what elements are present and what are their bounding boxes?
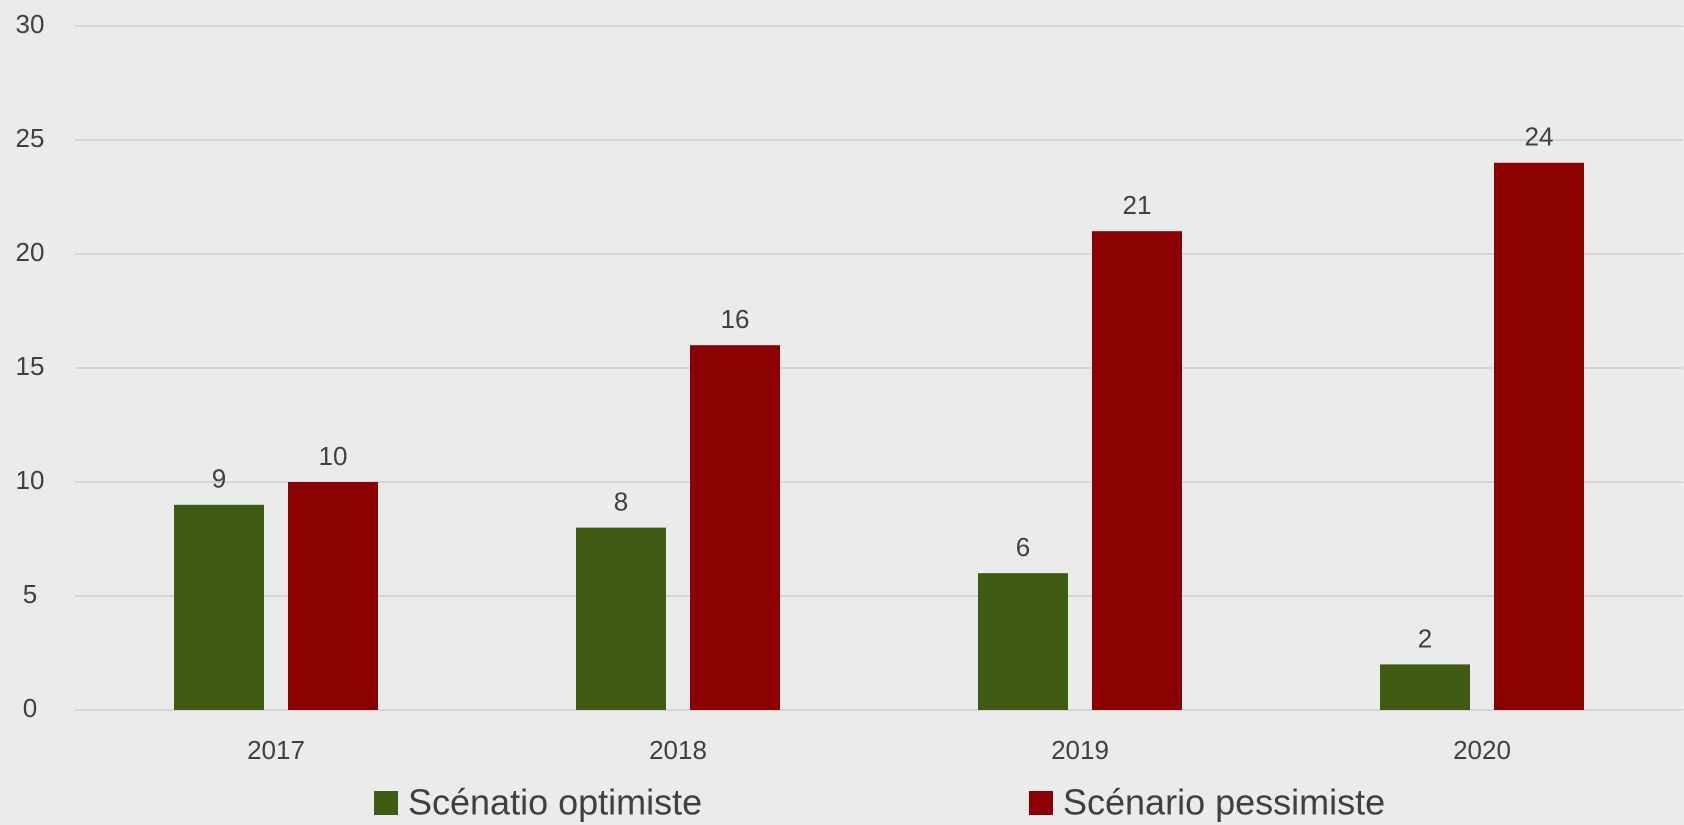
bar bbox=[1092, 231, 1182, 710]
y-tick-label: 25 bbox=[16, 123, 45, 153]
data-label: 21 bbox=[1123, 190, 1152, 220]
legend-swatch bbox=[374, 791, 398, 815]
legend-label: Scénatio optimiste bbox=[408, 782, 702, 823]
y-tick-label: 20 bbox=[16, 237, 45, 267]
x-tick-label: 2017 bbox=[247, 735, 305, 765]
bar bbox=[174, 504, 264, 710]
data-label: 2 bbox=[1418, 623, 1432, 653]
data-label: 16 bbox=[721, 304, 750, 334]
y-tick-label: 5 bbox=[23, 579, 37, 609]
bar bbox=[978, 573, 1068, 710]
bar bbox=[576, 527, 666, 710]
y-tick-label: 15 bbox=[16, 351, 45, 381]
data-label: 9 bbox=[212, 464, 226, 494]
x-tick-label: 2020 bbox=[1453, 735, 1511, 765]
x-tick-label: 2018 bbox=[649, 735, 707, 765]
bar bbox=[288, 482, 378, 710]
data-label: 10 bbox=[319, 441, 348, 471]
data-label: 8 bbox=[614, 486, 628, 516]
data-label: 6 bbox=[1016, 532, 1030, 562]
y-tick-label: 10 bbox=[16, 465, 45, 495]
bar bbox=[1494, 162, 1584, 711]
x-tick-label: 2019 bbox=[1051, 735, 1109, 765]
legend-label: Scénario pessimiste bbox=[1063, 782, 1385, 823]
legend-swatch bbox=[1029, 791, 1053, 815]
data-label: 24 bbox=[1525, 122, 1554, 152]
bar bbox=[1380, 664, 1470, 710]
y-tick-label: 30 bbox=[16, 9, 45, 39]
bar bbox=[690, 345, 780, 710]
y-tick-label: 0 bbox=[23, 693, 37, 723]
